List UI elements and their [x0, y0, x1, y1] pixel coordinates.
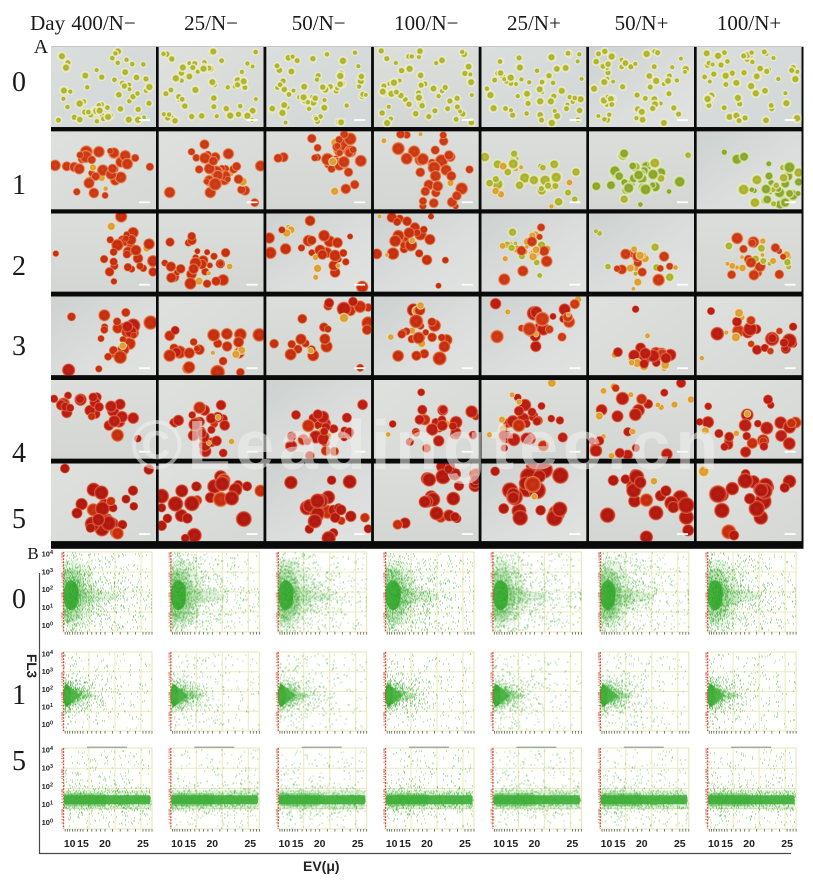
svg-text:4: 4	[12, 438, 26, 469]
svg-text:25: 25	[674, 838, 686, 850]
svg-text:B: B	[27, 544, 38, 563]
svg-text:20: 20	[636, 838, 648, 850]
svg-text:103: 103	[42, 764, 53, 773]
svg-text:20: 20	[529, 838, 541, 850]
svg-text:25: 25	[244, 838, 256, 850]
svg-text:25/N+: 25/N+	[507, 11, 561, 35]
svg-text:100: 100	[42, 720, 53, 729]
svg-text:10: 10	[601, 838, 613, 850]
svg-text:1: 1	[12, 680, 26, 711]
svg-text:100: 100	[42, 818, 53, 827]
svg-text:0: 0	[12, 67, 26, 98]
svg-text:Day: Day	[30, 11, 65, 35]
svg-text:102: 102	[42, 585, 53, 594]
svg-text:2: 2	[12, 251, 26, 282]
svg-text:3: 3	[12, 331, 26, 362]
svg-text:EV(μ): EV(μ)	[303, 858, 340, 874]
svg-text:103: 103	[42, 667, 53, 676]
svg-text:25: 25	[567, 838, 579, 850]
svg-text:15: 15	[292, 838, 304, 850]
svg-text:15: 15	[184, 838, 196, 850]
svg-text:50/N+: 50/N+	[615, 11, 669, 35]
svg-text:20: 20	[99, 838, 111, 850]
svg-text:100/N+: 100/N+	[717, 11, 781, 35]
svg-text:25: 25	[137, 838, 149, 850]
svg-text:101: 101	[42, 603, 53, 612]
svg-text:15: 15	[77, 838, 89, 850]
svg-text:400/N−: 400/N−	[71, 11, 135, 35]
svg-text:104: 104	[42, 550, 54, 559]
svg-text:15: 15	[399, 838, 411, 850]
svg-text:1: 1	[12, 170, 26, 201]
svg-text:100: 100	[42, 621, 53, 630]
svg-text:104: 104	[42, 746, 54, 755]
svg-text:©Leadingtec.cn: ©Leadingtec.cn	[131, 406, 723, 484]
svg-text:5: 5	[12, 504, 26, 535]
svg-text:FL3: FL3	[24, 654, 39, 678]
svg-text:10: 10	[171, 838, 183, 850]
svg-text:25/N−: 25/N−	[184, 11, 238, 35]
svg-text:20: 20	[743, 838, 755, 850]
svg-text:20: 20	[421, 838, 433, 850]
svg-text:50/N−: 50/N−	[292, 11, 346, 35]
svg-text:0: 0	[12, 584, 26, 615]
svg-text:10: 10	[279, 838, 291, 850]
svg-text:10: 10	[64, 838, 76, 850]
svg-text:20: 20	[206, 838, 218, 850]
svg-text:103: 103	[42, 567, 53, 576]
svg-text:15: 15	[614, 838, 626, 850]
svg-text:25: 25	[352, 838, 364, 850]
svg-text:10: 10	[493, 838, 505, 850]
svg-text:20: 20	[314, 838, 326, 850]
svg-text:100/N−: 100/N−	[394, 11, 458, 35]
svg-text:25: 25	[781, 838, 793, 850]
svg-text:A: A	[34, 36, 49, 58]
svg-text:101: 101	[42, 800, 53, 809]
svg-text:10: 10	[708, 838, 720, 850]
svg-text:102: 102	[42, 782, 53, 791]
svg-text:25: 25	[459, 838, 471, 850]
svg-text:104: 104	[42, 650, 54, 659]
svg-text:101: 101	[42, 702, 53, 711]
svg-text:5: 5	[12, 746, 26, 777]
svg-text:10: 10	[386, 838, 398, 850]
svg-text:15: 15	[507, 838, 519, 850]
svg-text:102: 102	[42, 685, 53, 694]
svg-text:15: 15	[721, 838, 733, 850]
